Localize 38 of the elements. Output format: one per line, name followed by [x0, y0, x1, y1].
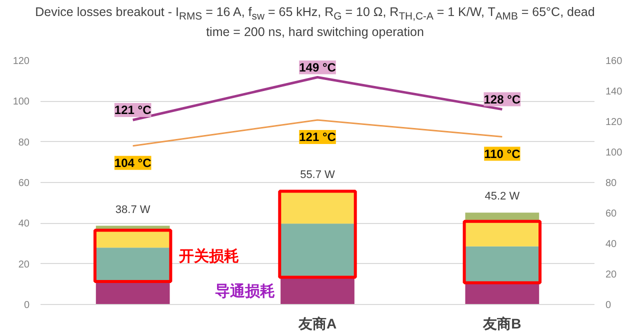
y2-tick-label: 40: [606, 239, 618, 250]
data-label: 121 °C: [299, 130, 336, 144]
y2-tick-label: 80: [606, 178, 618, 189]
total-label: 55.7 W: [300, 169, 336, 182]
bar: [465, 221, 540, 246]
bar: [465, 282, 540, 304]
y-tick-label: 0: [24, 300, 30, 311]
y2-tick-label: 60: [606, 208, 618, 220]
y-tick-label: 60: [18, 178, 30, 189]
bar: [96, 248, 170, 282]
total-label: 45.2 W: [484, 190, 520, 203]
data-label: 121 °C: [114, 102, 152, 117]
data-label: 104 °C: [114, 156, 152, 170]
total-label: 38.7 W: [115, 204, 151, 216]
data-label: 149 °C: [299, 60, 336, 74]
y-tick-label: 40: [18, 218, 30, 230]
x-tick-label: 友商A: [297, 316, 337, 332]
bar: [96, 282, 170, 304]
bar: [280, 224, 354, 278]
x-tick-label: 友商B: [482, 316, 522, 332]
y2-tick-label: 140: [606, 86, 623, 98]
chart-title: Device losses breakout - I$_{RMS}$ = 16 A, f$_{sw}$ = 65 kHz, R$_{G}$ = 10 Ω, R$_{TH,C-A}$ = 1 K/W, T$_{AMB}$ = 65°C, dead time = 200 ns, hard switching operation: [35, 5, 595, 38]
annotation: 开关损耗: [178, 246, 239, 265]
data-label: 110 °C: [484, 146, 521, 161]
y-tick-label: 20: [18, 259, 30, 270]
y2-tick-label: 120: [606, 117, 623, 128]
y2-tick-label: 100: [606, 148, 623, 158]
bar: [280, 277, 354, 304]
y-tick-label: 120: [12, 56, 30, 67]
y2-tick-label: 20: [606, 270, 618, 280]
y-tick-label: 80: [18, 137, 30, 148]
bar: [465, 246, 540, 283]
y2-tick-label: 160: [606, 56, 623, 67]
bar: [280, 191, 354, 224]
y-tick-label: 100: [12, 96, 30, 108]
data-label: 128 °C: [484, 92, 521, 106]
annotation: 导通损耗: [215, 282, 276, 300]
y2-tick-label: 0: [606, 300, 612, 311]
